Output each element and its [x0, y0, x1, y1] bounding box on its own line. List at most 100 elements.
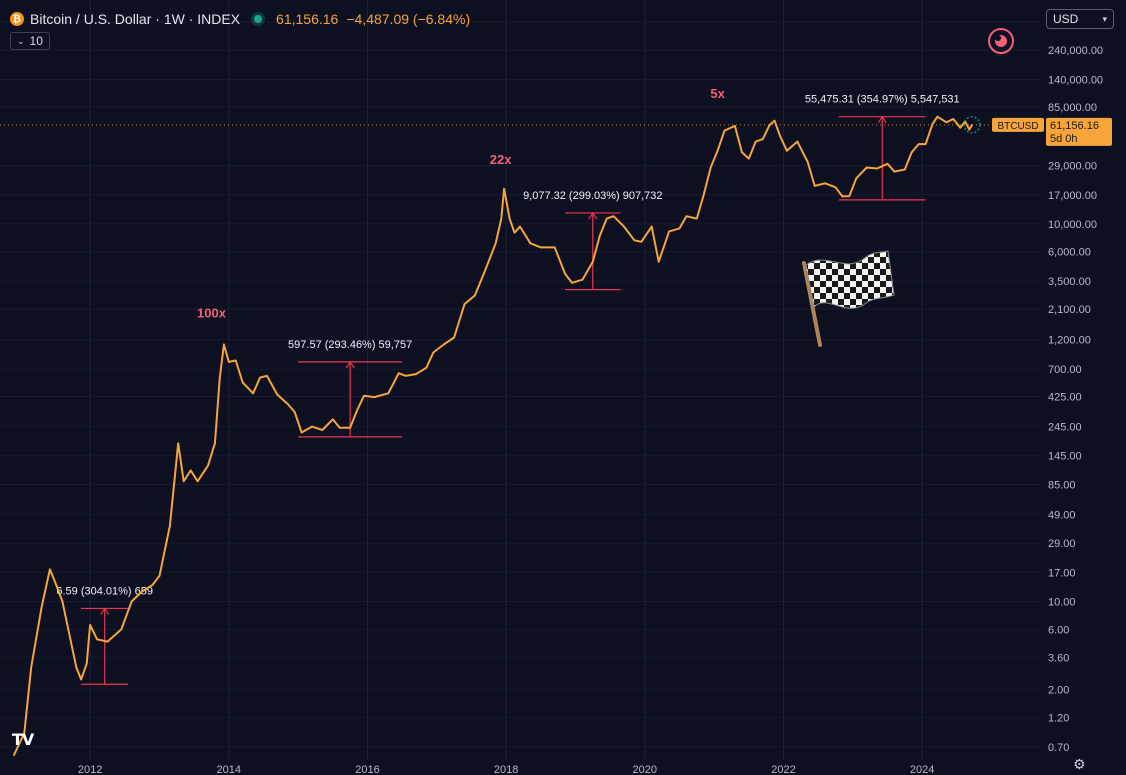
price-point [716, 150, 719, 152]
price-point [768, 124, 771, 126]
price-point [80, 678, 82, 681]
x-tick-label: 2020 [633, 764, 657, 775]
price-point [668, 230, 670, 233]
bitcoin-logo-icon: ₿ [10, 12, 24, 26]
interval-selector[interactable]: ⌄ 10 [10, 32, 50, 50]
price-point [924, 143, 927, 145]
price-point [321, 429, 324, 431]
price-point [266, 375, 268, 377]
price-point [876, 167, 878, 170]
price-point [841, 195, 844, 198]
y-tick-label: 49.00 [1048, 510, 1076, 522]
price-point [754, 140, 757, 143]
price-change: −4,487.09 (−6.84%) [346, 11, 471, 27]
price-point [855, 177, 858, 180]
price-point [196, 480, 199, 483]
price-point [605, 217, 608, 220]
price-point [592, 260, 594, 263]
price-point [865, 166, 868, 169]
price-point [786, 150, 788, 152]
price-point [741, 151, 743, 154]
price-point [234, 359, 237, 362]
price-point [474, 294, 476, 297]
price-point [633, 239, 636, 242]
price-point [581, 278, 584, 281]
y-tick-label: 240,000.00 [1048, 45, 1103, 57]
symbol-title[interactable]: Bitcoin / U.S. Dollar · 1W · INDEX [30, 11, 241, 27]
y-tick-label: 17.00 [1048, 567, 1076, 579]
checkered-flag-icon [802, 250, 895, 347]
price-point [952, 118, 955, 120]
price-point [241, 381, 244, 384]
target-icon[interactable] [988, 28, 1014, 54]
price-series-line [12, 115, 973, 756]
price-point [494, 242, 497, 245]
price-point [508, 217, 511, 220]
price-point [252, 392, 254, 395]
y-tick-label: 17,000.00 [1048, 190, 1097, 202]
price-point [564, 273, 566, 275]
currency-select[interactable]: USD ▾ [1046, 9, 1114, 29]
measure-label: 6.59 (304.01%) 659 [56, 585, 153, 597]
price-point [218, 376, 221, 379]
price-point [640, 240, 643, 243]
measure-arrow-head [877, 115, 887, 124]
gear-icon[interactable]: ⚙ [1073, 757, 1086, 773]
chart-header: ₿ Bitcoin / U.S. Dollar · 1W · INDEX 61,… [10, 9, 470, 29]
price-point [332, 418, 334, 421]
price-point [612, 215, 615, 217]
y-tick-label: 10.00 [1048, 596, 1076, 608]
y-tick-label: 6,000.00 [1048, 247, 1091, 259]
measure-arrow-head [345, 360, 355, 369]
annotation-label: 22x [490, 152, 512, 167]
y-tick-label: 6.00 [1048, 624, 1069, 636]
measure-label: 9,077.32 (299.03%) 907,732 [523, 190, 662, 202]
y-tick-label: 10,000.00 [1048, 219, 1097, 231]
currency-value: USD [1053, 12, 1079, 26]
price-point [453, 336, 455, 339]
price-point [158, 574, 161, 577]
price-point [834, 186, 837, 189]
x-tick-label: 2012 [78, 764, 102, 775]
price-point [415, 373, 417, 375]
y-tick-label: 1.20 [1048, 712, 1069, 724]
price-point [696, 217, 698, 220]
y-tick-label: 2,100.00 [1048, 304, 1091, 316]
price-point [49, 568, 51, 571]
price-point [151, 584, 154, 586]
price-point [23, 732, 26, 734]
y-tick-label: 85,000.00 [1048, 102, 1097, 114]
price-point [796, 140, 799, 143]
price-point [61, 600, 64, 603]
y-tick-label: 2.00 [1048, 684, 1069, 696]
price-point [387, 392, 390, 395]
y-tick-label: 425.00 [1048, 391, 1082, 403]
y-tick-label: 1,200.00 [1048, 335, 1091, 347]
price-point [169, 524, 171, 527]
price-point [373, 396, 376, 398]
y-tick-label: 245.00 [1048, 422, 1082, 434]
price-point [886, 162, 889, 165]
x-tick-label: 2022 [771, 764, 795, 775]
price-point [848, 195, 851, 197]
price-point [463, 303, 466, 305]
price-point [813, 185, 816, 187]
price-point [657, 260, 660, 263]
price-point [89, 624, 91, 626]
price-point [363, 395, 365, 397]
price-point [349, 426, 351, 429]
bar-countdown-label: 5d 0h [1050, 133, 1078, 145]
measure-label: 597.57 (293.46%) 59,757 [288, 339, 412, 351]
symbol-tag-box [992, 117, 1044, 132]
x-tick-label: 2018 [494, 764, 518, 775]
price-point [678, 227, 681, 230]
price-point [404, 375, 407, 377]
price-point [806, 161, 809, 163]
price-point [553, 246, 556, 249]
price-point [650, 225, 653, 228]
price-point [959, 126, 962, 129]
measure-arrow-head [100, 607, 110, 615]
price-point [432, 351, 435, 354]
